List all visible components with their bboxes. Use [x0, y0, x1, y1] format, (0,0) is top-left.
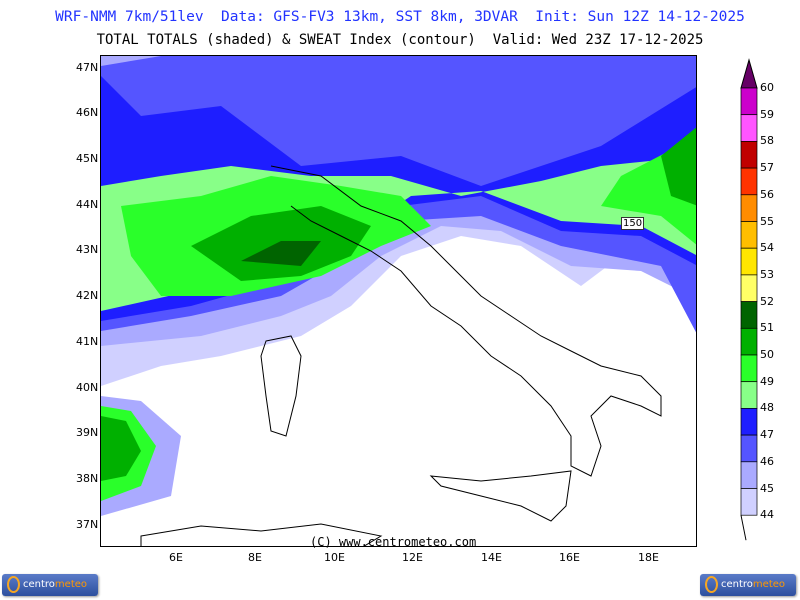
- colorbar-label: 45: [760, 481, 774, 495]
- logo-ring-icon: [705, 575, 718, 593]
- logo-text: centro: [721, 579, 753, 590]
- logo-text: centro: [23, 579, 55, 590]
- colorbar-label: 50: [760, 348, 774, 361]
- colorbar-segment: [740, 301, 758, 329]
- colorbar-segment: [740, 461, 758, 489]
- colorbar-label: 48: [760, 401, 774, 415]
- colorbar-label: 53: [760, 267, 774, 281]
- centrometeo-logo-right[interactable]: centrometeo: [700, 574, 796, 596]
- sweat-contour-label: 150: [621, 217, 645, 230]
- colorbar-label: 47: [760, 428, 774, 442]
- colorbar-label: 54: [760, 241, 774, 255]
- colorbar-segment: [740, 194, 758, 222]
- colorbar-segment: [740, 327, 758, 356]
- colorbar-bottom-tail: [740, 515, 747, 541]
- logo-ring-icon: [7, 575, 20, 593]
- colorbar-label: 56: [760, 187, 774, 201]
- coastline-italy: [270, 165, 662, 477]
- colorbar-segment: [740, 274, 758, 302]
- colorbar-label: 55: [760, 214, 774, 228]
- colorbar-segment: [740, 408, 758, 436]
- coastline-sardinia: [260, 335, 302, 437]
- colorbar-segment: [740, 381, 758, 409]
- lat-label: 37N: [76, 518, 99, 531]
- copyright: (C) www.centrometeo.com: [310, 535, 477, 549]
- lon-label: 8E: [248, 551, 262, 564]
- lat-label: 46N: [76, 106, 99, 119]
- lon-label: 16E: [559, 551, 580, 564]
- shade-52: [241, 241, 321, 266]
- lon-label: 10E: [324, 551, 345, 564]
- lat-label: 45N: [76, 152, 99, 165]
- colorbar-top-arrow: [740, 58, 758, 89]
- colorbar-label: 49: [760, 374, 774, 388]
- weather-map: [100, 55, 697, 547]
- logo-text: meteo: [54, 579, 88, 590]
- logo-text: meteo: [752, 579, 786, 590]
- colorbar-label: 52: [760, 294, 774, 308]
- colorbar-label: 59: [760, 107, 774, 121]
- title-line-1: WRF-NMM 7km/51lev Data: GFS-FV3 13km, SS…: [55, 9, 745, 25]
- colorbar-label: 60: [760, 81, 774, 94]
- lat-label: 38N: [76, 472, 99, 485]
- colorbar-segment: [740, 247, 758, 276]
- lon-label: 18E: [638, 551, 659, 564]
- colorbar-segment: [740, 354, 758, 383]
- colorbar-segment: [740, 141, 758, 169]
- lat-label: 44N: [76, 198, 99, 211]
- lon-label: 12E: [402, 551, 423, 564]
- coastline-africa: [140, 523, 383, 546]
- colorbar-segment: [740, 434, 758, 463]
- colorbar-label: 51: [760, 321, 774, 335]
- lat-label: 39N: [76, 426, 99, 439]
- colorbar-label: 44: [760, 508, 774, 522]
- colorbar: [740, 58, 758, 541]
- lat-label: 42N: [76, 289, 99, 302]
- lat-label: 41N: [76, 335, 99, 348]
- colorbar-segment: [740, 167, 758, 196]
- colorbar-label: 57: [760, 161, 774, 175]
- colorbar-segment: [740, 488, 758, 516]
- lat-label: 47N: [76, 61, 99, 74]
- lon-label: 6E: [169, 551, 183, 564]
- colorbar-label: 58: [760, 134, 774, 148]
- colorbar-label: 46: [760, 454, 774, 468]
- title-line-2: TOTAL TOTALS (shaded) & SWEAT Index (con…: [96, 32, 704, 48]
- lat-label: 43N: [76, 243, 99, 256]
- lon-label: 14E: [481, 551, 502, 564]
- colorbar-segment: [740, 87, 758, 116]
- coastline-sicily: [429, 470, 572, 522]
- colorbar-segment: [740, 114, 758, 142]
- centrometeo-logo-left[interactable]: centrometeo: [2, 574, 98, 596]
- lat-label: 40N: [76, 381, 99, 394]
- colorbar-segment: [740, 221, 758, 249]
